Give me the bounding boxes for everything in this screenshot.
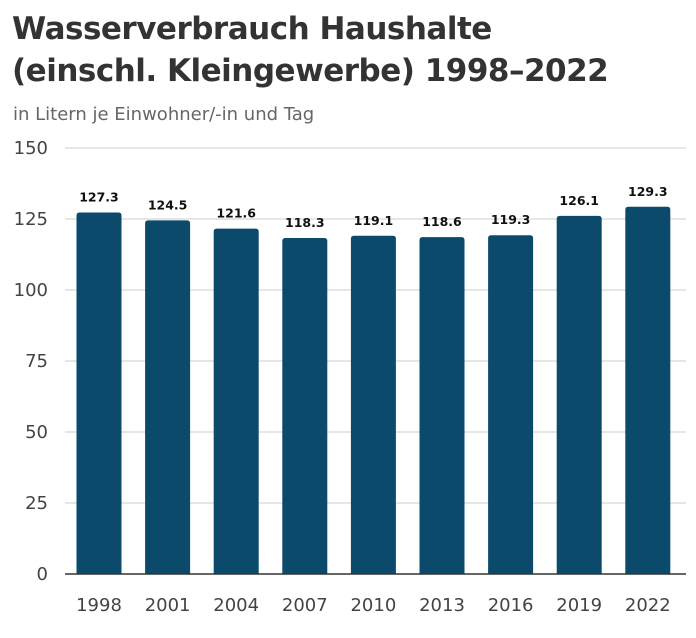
bar [625,206,671,574]
x-tick-label: 2004 [213,595,259,616]
bar [556,215,602,574]
y-tick-label: 100 [14,280,48,301]
bar-value-label: 124.5 [148,197,188,212]
bar-value-label: 127.3 [79,189,119,204]
bar-value-label: 121.6 [216,206,256,221]
x-tick-label: 2010 [350,595,396,616]
bar [350,235,396,575]
bar-value-label: 119.3 [491,212,531,227]
x-tick-label: 2016 [488,595,534,616]
bar-value-label: 119.1 [354,213,394,228]
bar [419,237,465,574]
x-tick-label: 1998 [76,595,122,616]
x-tick-label: 2013 [419,595,465,616]
y-tick-label: 25 [25,493,48,514]
x-tick-label: 2019 [556,595,602,616]
bar [213,228,259,574]
y-tick-label: 150 [14,138,48,159]
y-tick-label: 0 [37,564,48,585]
bar [145,220,191,575]
title-line-2: (einschl. Kleingewerbe) 1998–2022 [12,53,609,89]
bar-value-label: 126.1 [559,193,599,208]
title-line-1: Wasserverbrauch Haushalte [12,11,492,47]
y-tick-label: 75 [25,351,48,372]
bar-value-label: 118.3 [285,215,325,230]
x-tick-label: 2007 [282,595,328,616]
y-tick-label: 50 [25,422,48,443]
bar [282,238,328,574]
bar-value-label: 118.6 [422,214,462,229]
x-tick-label: 2022 [625,595,671,616]
bar [76,212,122,574]
bar [488,235,534,575]
chart-title: Wasserverbrauch Haushalte (einschl. Klei… [12,8,609,92]
y-tick-label: 125 [14,209,48,230]
chart-subtitle: in Litern je Einwohner/-in und Tag [13,104,315,125]
bar-value-label: 129.3 [628,184,668,199]
x-tick-label: 2001 [145,595,191,616]
